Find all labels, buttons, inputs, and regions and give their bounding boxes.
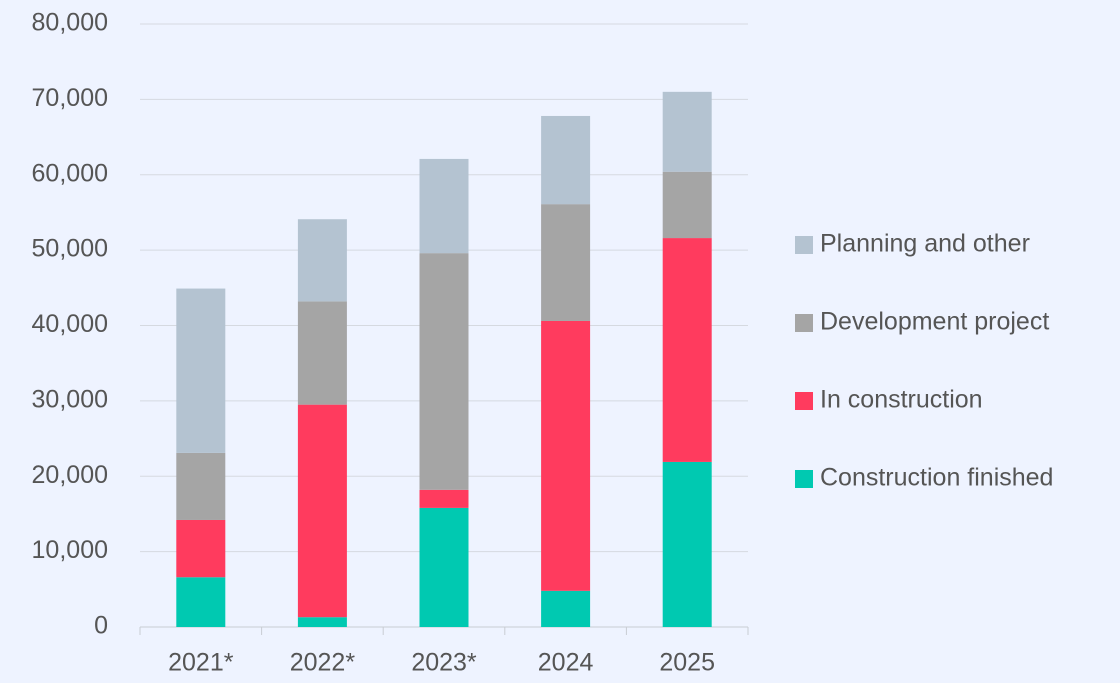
y-tick-label: 30,000: [32, 385, 108, 413]
legend-label: Development project: [820, 308, 1049, 336]
bar-segment: [419, 507, 469, 627]
legend-swatch: [795, 470, 813, 488]
y-tick-label: 0: [94, 612, 108, 640]
bar-segment: [176, 288, 226, 453]
y-tick-label: 10,000: [32, 536, 108, 564]
bar-segment: [541, 115, 591, 205]
bar-segment: [419, 489, 469, 508]
y-tick-label: 20,000: [32, 461, 108, 489]
bar-segment: [662, 238, 712, 462]
legend-label: In construction: [820, 386, 983, 414]
x-tick-label: 2021*: [168, 649, 234, 677]
bar-segment: [419, 158, 469, 254]
bar-segment: [419, 253, 469, 490]
x-tick-label: 2023*: [411, 649, 477, 677]
bar-segment: [297, 404, 347, 618]
y-tick-label: 60,000: [32, 159, 108, 187]
bar-segment: [541, 204, 591, 321]
bar-segment: [541, 590, 591, 627]
x-tick-label: 2024: [538, 649, 594, 677]
bar-segment: [176, 452, 226, 520]
y-tick-label: 80,000: [32, 9, 108, 37]
legend-label: Planning and other: [820, 230, 1030, 258]
legend-swatch: [795, 314, 813, 332]
bar-segment: [297, 301, 347, 405]
y-tick-label: 70,000: [32, 84, 108, 112]
bar-segment: [176, 577, 226, 627]
legend-swatch: [795, 392, 813, 410]
legend-swatch: [795, 236, 813, 254]
bar-segment: [662, 171, 712, 239]
bar-segment: [662, 91, 712, 172]
x-tick-label: 2022*: [290, 649, 356, 677]
bar-segment: [176, 519, 226, 578]
legend-label: Construction finished: [820, 464, 1053, 492]
bar-segment: [297, 219, 347, 302]
x-tick-label: 2025: [659, 649, 715, 677]
bar-segment: [541, 320, 591, 591]
y-tick-label: 40,000: [32, 310, 108, 338]
y-tick-label: 50,000: [32, 235, 108, 263]
bar-segment: [297, 617, 347, 627]
bar-segment: [662, 461, 712, 627]
